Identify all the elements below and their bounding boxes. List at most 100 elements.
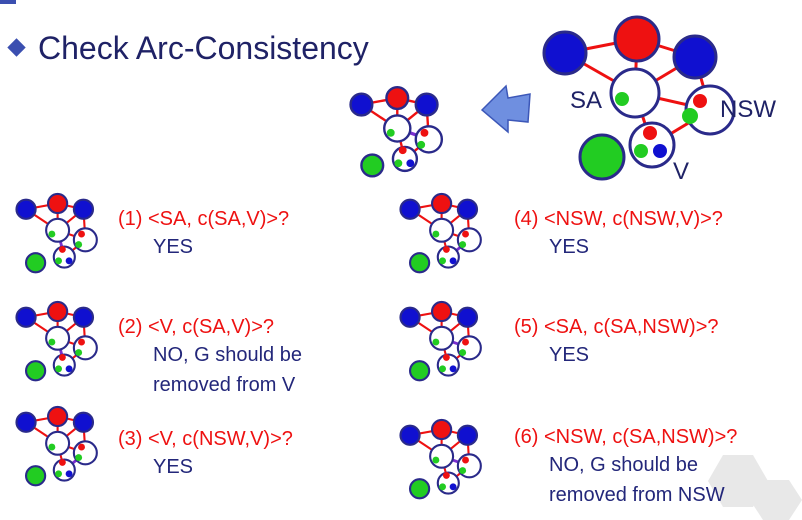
domain-value-dot [48, 338, 56, 346]
wa-node [15, 306, 37, 328]
domain-value-dot [65, 365, 73, 373]
step-1-graph [15, 192, 98, 274]
nt-node [46, 300, 69, 323]
step-2-answer: NO, G should be [153, 344, 302, 366]
domain-value-dot [442, 245, 450, 253]
q-node [456, 306, 479, 328]
domain-value-dot [459, 349, 467, 357]
domain-value-dot [449, 365, 457, 373]
domain-value-dot [65, 257, 73, 265]
step-4-answer: YES [549, 236, 590, 258]
nt-node [613, 15, 661, 63]
sa-node [383, 114, 412, 143]
step-5-graph [399, 300, 482, 382]
step-3-answer: YES [153, 456, 194, 478]
step-4-question: (4) <NSW, c(NSW,V)>? [514, 208, 723, 230]
wa-node [399, 424, 421, 446]
step-6-answer: NO, G should be [549, 454, 698, 476]
nsw-node [72, 227, 98, 253]
domain-value-dot [432, 230, 440, 238]
nt-node [430, 300, 453, 323]
slide-title: Check Arc-Consistency [38, 30, 369, 66]
title-bullet-icon [7, 38, 26, 57]
step-4-graph [399, 192, 482, 274]
step-2-answer: removed from V [153, 374, 296, 396]
step-1-question: (1) <SA, c(SA,V)>? [118, 208, 290, 230]
domain-value-dot [439, 365, 447, 373]
q-node [72, 198, 95, 220]
domain-value-dot [432, 338, 440, 346]
nt-node [430, 418, 453, 441]
step-5-question: (5) <SA, c(SA,NSW)>? [514, 316, 719, 338]
t-node [408, 478, 431, 500]
domain-value-dot [48, 230, 56, 238]
domain-value-dot [439, 483, 447, 491]
sa-node [609, 67, 661, 119]
domain-value-dot [442, 471, 450, 479]
step-6-question: (6) <NSW, c(SA,NSW)>? [514, 426, 738, 448]
q-node [72, 306, 95, 328]
nt-node [385, 85, 410, 111]
domain-value-dot [75, 349, 83, 357]
nt-node [430, 192, 453, 215]
big-constraint-graph: SA NSW V [542, 15, 776, 185]
domain-value-dot [462, 456, 469, 464]
t-node [578, 133, 626, 181]
nsw-node [414, 125, 444, 154]
left-arrow-icon [480, 84, 531, 134]
t-node [408, 360, 431, 382]
nsw-node [456, 227, 482, 253]
domain-value-dot [58, 458, 66, 466]
domain-value-dot [398, 146, 407, 155]
domain-value-dot [449, 257, 457, 265]
domain-value-dot [55, 257, 63, 265]
nt-node [46, 405, 69, 428]
domain-value-dot [75, 454, 83, 462]
step-1-answer: YES [153, 236, 194, 258]
step-5-answer: YES [549, 344, 590, 366]
domain-value-dot [432, 456, 440, 464]
t-node [24, 360, 47, 382]
step-2-graph [15, 300, 98, 382]
domain-value-dot [459, 241, 467, 249]
domain-value-dot [417, 140, 426, 149]
step-3-question: (3) <V, c(NSW,V)>? [118, 428, 293, 450]
step-6-graph [399, 418, 482, 500]
t-node [24, 252, 47, 274]
domain-value-dot [406, 159, 415, 168]
nsw-node [456, 335, 482, 361]
sa-node [429, 443, 455, 469]
domain-value-dot [65, 470, 73, 478]
q-node [72, 411, 95, 433]
domain-value-dot [75, 241, 83, 249]
top-accent-bar [0, 0, 16, 4]
v-label: V [673, 158, 689, 185]
domain-value-dot [78, 230, 85, 238]
domain-value-dot [58, 353, 66, 361]
q-node [414, 92, 439, 117]
step-3-graph [15, 405, 98, 487]
wa-node [15, 198, 37, 220]
sa-node [45, 217, 71, 243]
sa-node [45, 430, 71, 456]
domain-value-dot [442, 353, 450, 361]
sa-label: SA [570, 87, 602, 114]
q-node [456, 198, 479, 220]
step-6-answer: removed from NSW [549, 484, 725, 506]
q-node [672, 34, 718, 80]
wa-node [399, 306, 421, 328]
t-node [24, 465, 47, 487]
decor-hexagon-icon [750, 480, 802, 520]
nsw-node [72, 440, 98, 466]
nsw-label: NSW [720, 96, 776, 123]
domain-value-dot [462, 230, 469, 238]
domain-value-dot [78, 338, 85, 346]
sa-node [429, 325, 455, 351]
domain-value-dot [459, 467, 467, 475]
domain-value-dot [420, 128, 429, 137]
domain-value-dot [55, 365, 63, 373]
t-node [360, 153, 385, 178]
domain-value-dot [449, 483, 457, 491]
sa-node [45, 325, 71, 351]
nt-node [46, 192, 69, 215]
